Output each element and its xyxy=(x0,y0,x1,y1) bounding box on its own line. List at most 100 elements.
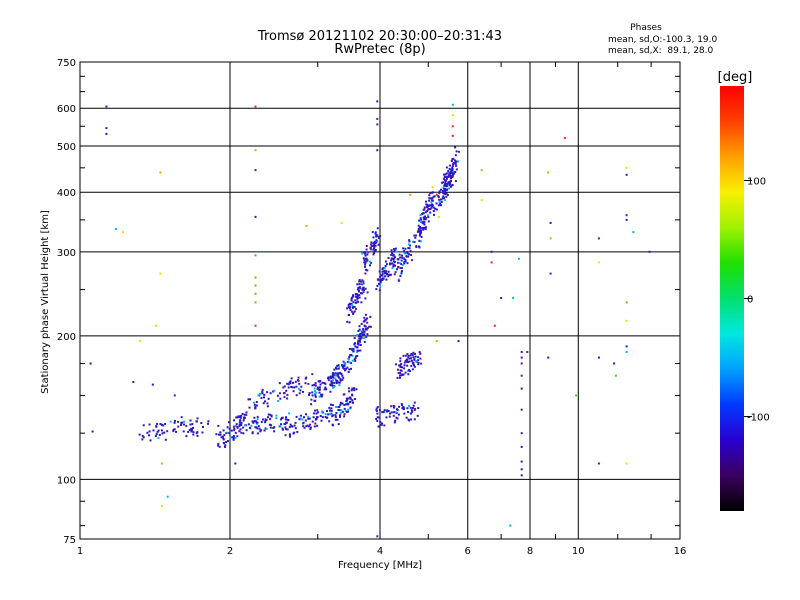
data-point xyxy=(338,409,341,412)
data-point xyxy=(316,386,319,389)
data-point xyxy=(285,416,287,419)
data-point xyxy=(419,217,422,220)
data-point xyxy=(402,407,405,410)
data-point xyxy=(449,174,452,177)
data-point xyxy=(366,317,369,320)
data-point xyxy=(424,215,426,218)
data-point xyxy=(307,425,310,428)
data-point xyxy=(148,434,150,437)
data-point xyxy=(351,354,354,357)
data-point xyxy=(391,266,394,269)
data-point xyxy=(406,407,409,410)
data-point xyxy=(192,431,195,434)
data-point xyxy=(520,460,523,463)
data-point xyxy=(316,409,319,412)
data-point xyxy=(396,258,399,261)
data-point xyxy=(400,267,403,269)
data-point xyxy=(215,433,218,436)
data-point xyxy=(388,262,391,265)
data-point xyxy=(353,310,356,313)
data-point xyxy=(327,376,330,379)
data-point xyxy=(364,313,367,316)
data-point xyxy=(385,410,388,413)
data-point xyxy=(381,277,384,280)
data-point xyxy=(415,234,417,237)
data-point xyxy=(409,406,412,409)
data-point xyxy=(264,421,267,424)
data-point xyxy=(254,426,257,429)
data-point xyxy=(547,171,550,174)
data-point xyxy=(285,421,288,424)
data-point xyxy=(245,429,248,432)
data-point xyxy=(396,409,399,412)
data-point xyxy=(520,474,523,477)
data-point xyxy=(310,398,313,401)
data-point xyxy=(413,365,416,368)
data-point xyxy=(417,407,420,410)
data-point xyxy=(370,261,373,264)
data-point xyxy=(175,430,178,433)
data-point xyxy=(256,415,259,418)
data-point xyxy=(254,405,257,408)
data-point xyxy=(430,201,433,204)
data-point xyxy=(290,377,293,380)
data-point xyxy=(340,409,343,412)
data-point xyxy=(363,289,366,291)
data-point xyxy=(457,150,460,153)
data-point xyxy=(423,223,426,226)
data-point xyxy=(290,386,293,388)
data-point xyxy=(345,397,348,400)
y-tick-label: 400 xyxy=(57,188,76,199)
data-point xyxy=(269,413,272,416)
data-point xyxy=(392,260,395,263)
data-point xyxy=(395,250,398,253)
data-point xyxy=(418,239,421,242)
data-point xyxy=(239,428,242,431)
data-point xyxy=(376,416,379,419)
data-point xyxy=(426,214,429,217)
data-point xyxy=(376,149,379,152)
data-point xyxy=(455,150,458,153)
data-point xyxy=(349,396,351,399)
data-point xyxy=(443,173,446,176)
data-point xyxy=(362,328,365,330)
data-point xyxy=(376,535,379,538)
data-point xyxy=(445,184,448,187)
data-point xyxy=(443,196,445,199)
data-point xyxy=(420,218,423,221)
data-point xyxy=(233,427,236,430)
data-point xyxy=(365,335,368,338)
data-point xyxy=(419,221,422,224)
data-point xyxy=(454,154,457,157)
data-point xyxy=(439,198,442,201)
data-point xyxy=(379,275,382,278)
data-point xyxy=(358,279,361,281)
data-point xyxy=(243,413,246,416)
data-point xyxy=(446,176,449,178)
data-point xyxy=(288,412,291,415)
data-point xyxy=(418,246,421,249)
data-point xyxy=(221,436,224,439)
data-point xyxy=(295,394,298,397)
data-point xyxy=(155,425,158,428)
data-point xyxy=(267,413,270,416)
data-point xyxy=(403,262,406,265)
data-point xyxy=(255,421,258,424)
data-point xyxy=(351,305,354,308)
data-point xyxy=(188,429,191,431)
data-point xyxy=(266,391,269,394)
data-point xyxy=(226,431,229,434)
data-point xyxy=(348,356,351,359)
data-point xyxy=(259,430,262,433)
data-point xyxy=(344,410,347,412)
data-point xyxy=(396,376,399,379)
data-point xyxy=(159,171,162,174)
data-point xyxy=(443,191,446,193)
data-point xyxy=(381,270,384,273)
data-point xyxy=(320,393,323,396)
data-point xyxy=(418,351,421,354)
data-point xyxy=(356,297,359,300)
data-point xyxy=(449,185,452,188)
data-point xyxy=(378,289,381,292)
data-point xyxy=(260,397,263,399)
